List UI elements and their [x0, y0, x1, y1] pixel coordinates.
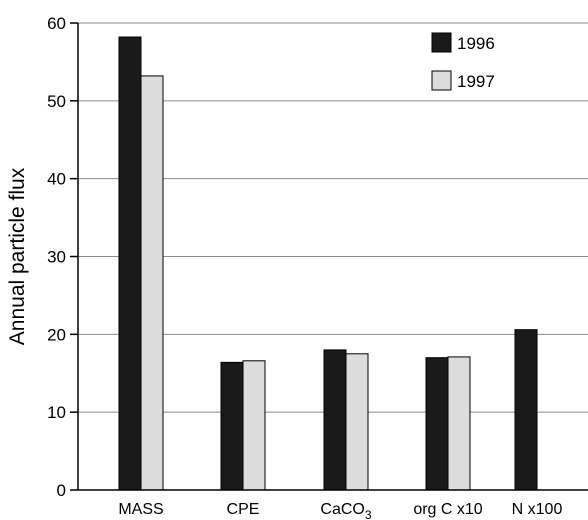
y-tick-label-20: 20	[47, 325, 66, 344]
y-axis-label: Annual particle flux	[6, 167, 29, 345]
x-tick-label-3: org C x10	[413, 501, 482, 518]
x-tick-label-2: CaCO3	[320, 501, 371, 520]
y-tick-labels: 0 10 20 30 40 50 60	[47, 14, 66, 500]
bar-1997-3	[447, 356, 471, 491]
legend-swatch-1997	[431, 70, 452, 91]
x-tick-labels: MASS CPE CaCO3 org C x10 N x100	[118, 501, 562, 520]
bar-1996-3	[425, 357, 449, 491]
bar-1996-1	[220, 361, 244, 491]
legend-label-1997: 1997	[457, 72, 495, 91]
y-tick-label-40: 40	[47, 170, 66, 189]
bar-1996-2	[323, 349, 347, 491]
y-tick-label-30: 30	[47, 248, 66, 267]
x-tick-label-0: MASS	[118, 501, 163, 518]
bar-1997-0	[140, 75, 164, 491]
legend-label-1996: 1996	[457, 34, 495, 53]
bar-1996-4	[514, 329, 538, 491]
axes	[70, 22, 588, 491]
bar-1997-2	[345, 353, 369, 491]
y-tick-label-0: 0	[57, 481, 66, 500]
x-tick-label-4: N x100	[512, 501, 563, 518]
y-tick-label-60: 60	[47, 14, 66, 33]
legend-swatch-1996	[431, 32, 452, 53]
legend: 1996 1997	[431, 32, 495, 91]
bar-1997-1	[242, 360, 266, 491]
y-tick-label-50: 50	[47, 92, 66, 111]
bar-1996-0	[118, 36, 142, 491]
bars	[118, 36, 538, 491]
x-tick-label-1: CPE	[227, 501, 260, 518]
y-tick-label-10: 10	[47, 403, 66, 422]
